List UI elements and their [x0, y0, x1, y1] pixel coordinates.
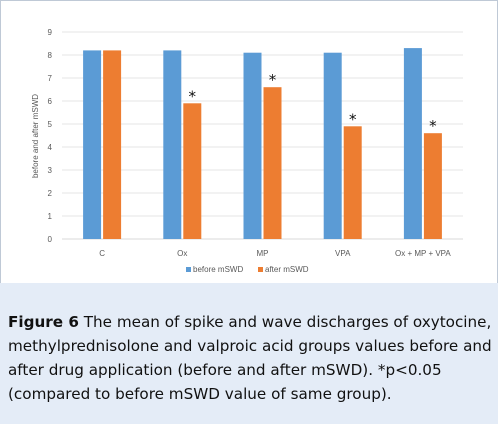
bar-before: [323, 52, 342, 240]
bars: [83, 48, 442, 240]
significance-star: *: [429, 117, 437, 135]
figure-label: Figure 6: [8, 313, 79, 331]
x-tick-label: MP: [257, 249, 269, 258]
bar-after: [103, 50, 122, 240]
legend-label: after mSWD: [265, 265, 309, 274]
significance-star: *: [269, 71, 277, 89]
bar-after: [183, 103, 202, 239]
y-tick-label: 9: [48, 28, 53, 37]
y-tick-label: 8: [48, 51, 53, 60]
x-tick-label: VPA: [335, 249, 351, 258]
bar-before: [403, 48, 422, 239]
bar-after: [263, 87, 282, 239]
x-tick-label: Ox: [177, 249, 187, 258]
y-tick-label: 0: [48, 235, 53, 244]
significance-star: *: [349, 110, 357, 128]
y-tick-label: 7: [48, 74, 53, 83]
bar-chart: 0 1 2 3 4 5 6 7 8 9 * * * * C Ox MP VPA Ox + MP + VPA be…: [31, 28, 463, 274]
y-tick-labels: 0 1 2 3 4 5 6 7 8 9: [48, 28, 53, 244]
y-tick-label: 2: [48, 189, 53, 198]
figure-caption: Figure 6 The mean of spike and wave disc…: [8, 310, 494, 406]
caption-box: [0, 283, 498, 424]
gridlines: [62, 31, 463, 240]
y-tick-label: 4: [48, 143, 53, 152]
legend-swatch: [258, 267, 263, 272]
y-tick-label: 6: [48, 97, 53, 106]
x-tick-label: C: [99, 249, 105, 258]
bar-after: [343, 126, 362, 239]
bar-before: [83, 50, 102, 240]
y-axis-title: before and after mSWD: [31, 94, 40, 178]
significance-markers: * * * *: [189, 71, 438, 135]
legend: before mSWD after mSWD: [186, 265, 309, 274]
legend-swatch: [186, 267, 191, 272]
caption-text: The mean of spike and wave discharges of…: [8, 313, 492, 403]
significance-star: *: [189, 87, 197, 105]
legend-label: before mSWD: [193, 265, 243, 274]
y-tick-label: 5: [48, 120, 53, 129]
x-tick-label: Ox + MP + VPA: [395, 249, 451, 258]
bar-before: [243, 52, 262, 240]
x-tick-labels: C Ox MP VPA Ox + MP + VPA: [99, 249, 451, 258]
y-tick-label: 3: [48, 166, 53, 175]
bar-after: [423, 133, 442, 239]
bar-before: [163, 50, 182, 240]
y-tick-label: 1: [48, 212, 53, 221]
